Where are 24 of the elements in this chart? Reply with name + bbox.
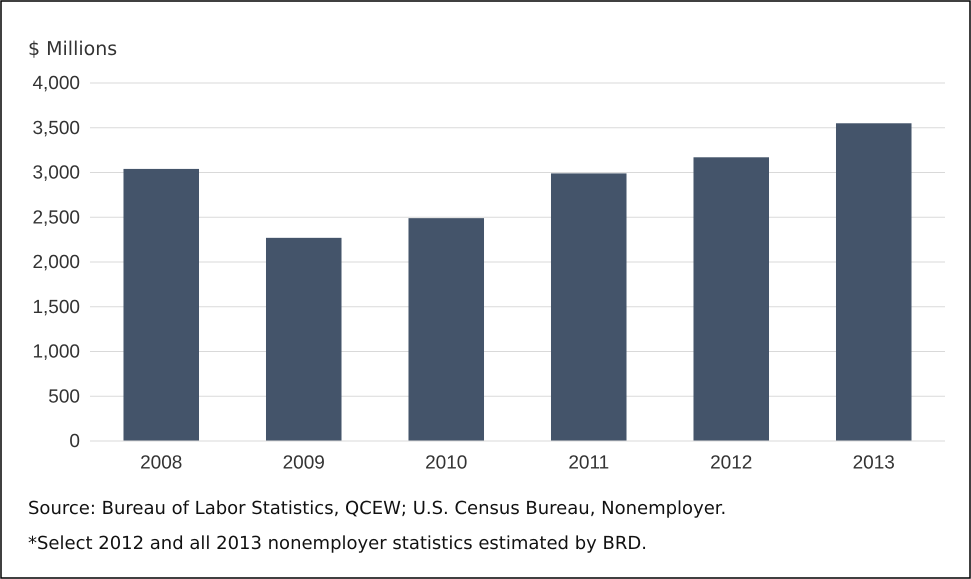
y-axis-title: $ Millions bbox=[28, 38, 118, 60]
text: *Select 2012 and all 2013 nonemployer statistics estimated by BRD. bbox=[28, 533, 647, 554]
y-tick-label: 3,500 bbox=[32, 118, 80, 139]
x-tick-label: 2013 bbox=[852, 452, 895, 474]
x-tick-label: 2009 bbox=[282, 452, 325, 474]
y-tick-label: 3,000 bbox=[32, 162, 80, 184]
y-tick-label: 4,000 bbox=[32, 73, 80, 94]
y-tick-label: 2,500 bbox=[32, 207, 80, 228]
bar bbox=[408, 218, 484, 441]
x-tick-label: 2011 bbox=[568, 452, 610, 474]
bar bbox=[123, 168, 200, 441]
x-tick-label: 2012 bbox=[710, 452, 752, 474]
y-tick-label: 500 bbox=[48, 386, 80, 408]
bar bbox=[836, 123, 912, 441]
source-note: Source: Bureau of Labor Statistics, QCEW; U.S. Census Bureau, Nonemployer. bbox=[28, 498, 726, 519]
y-tick-label: 2,000 bbox=[32, 252, 80, 274]
y-tick-label: 1,500 bbox=[32, 296, 80, 318]
y-tick-label: 1,000 bbox=[32, 342, 80, 363]
bar bbox=[266, 238, 342, 441]
x-tick-label: 2010 bbox=[425, 452, 468, 474]
x-tick-label: 2008 bbox=[140, 452, 182, 474]
bar bbox=[693, 157, 770, 441]
y-tick-label: 0 bbox=[69, 431, 80, 452]
bar bbox=[550, 173, 627, 441]
